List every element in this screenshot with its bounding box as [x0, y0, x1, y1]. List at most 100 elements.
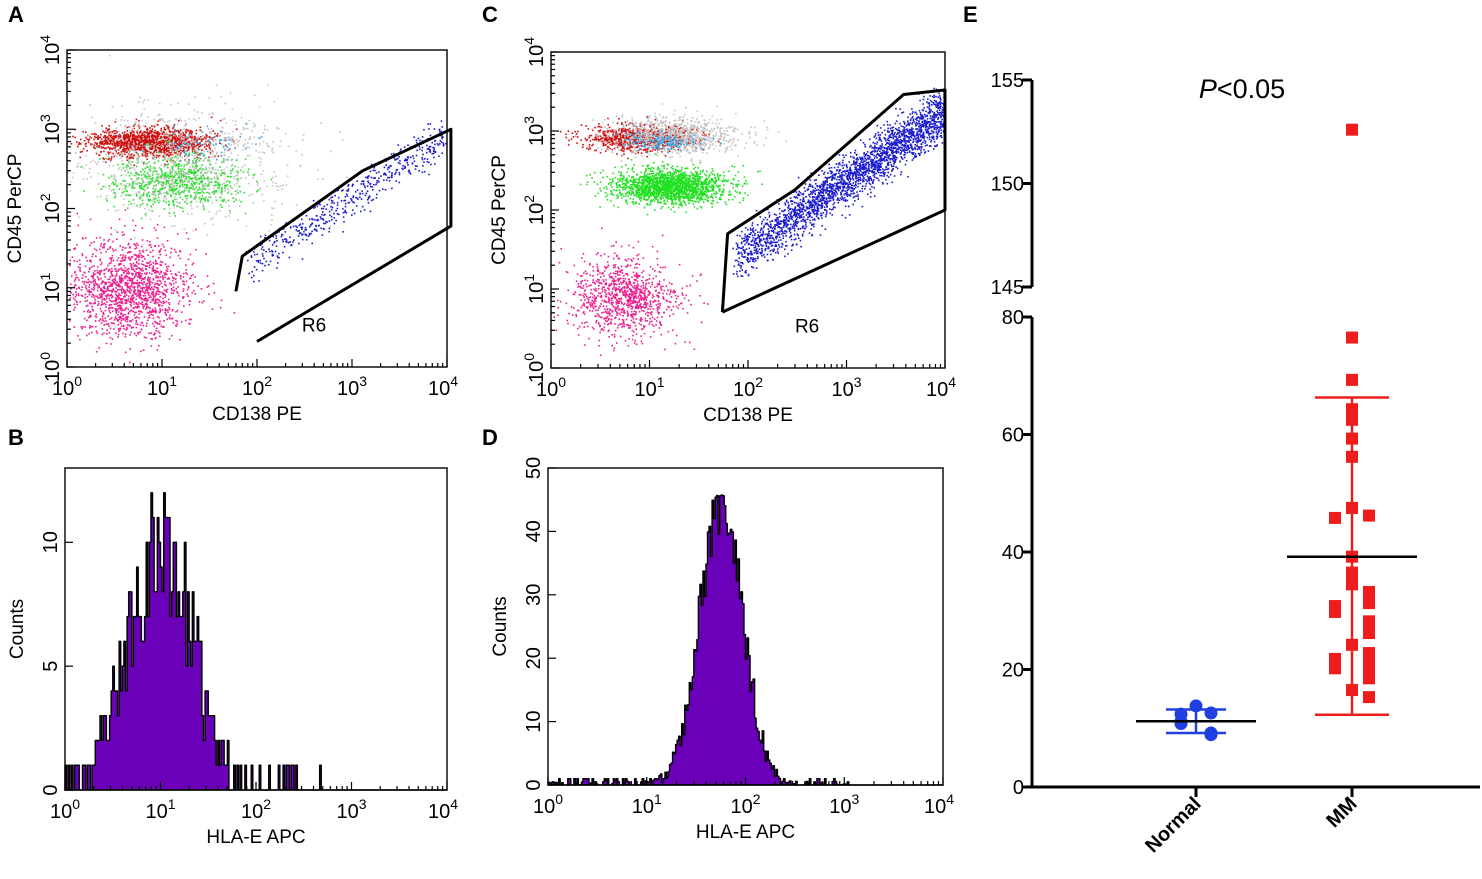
event-dot: [105, 153, 107, 156]
event-dot: [91, 295, 93, 298]
event-dot: [142, 154, 144, 157]
event-dot: [98, 154, 101, 157]
event-dot: [317, 218, 319, 221]
event-dot: [100, 243, 103, 245]
event-dot: [105, 198, 108, 200]
event-dot: [112, 250, 115, 252]
event-dot: [223, 168, 225, 171]
event-dot: [115, 309, 118, 311]
event-dot: [108, 306, 110, 309]
event-dot: [151, 282, 154, 284]
event-dot: [133, 243, 135, 245]
event-dot: [86, 178, 88, 180]
event-dot: [211, 150, 214, 152]
event-dot: [146, 158, 148, 160]
event-dot: [137, 174, 140, 177]
event-dot: [373, 183, 375, 186]
event-dot: [101, 281, 103, 284]
event-dot: [175, 142, 177, 144]
event-dot: [142, 151, 145, 154]
event-dot: [134, 282, 136, 284]
event-dot: [133, 154, 136, 157]
event-dot: [100, 289, 102, 292]
event-dot: [180, 171, 182, 173]
event-dot: [162, 138, 164, 140]
event-dot: [101, 140, 104, 143]
event-dot: [391, 187, 393, 190]
event-dot: [385, 179, 388, 181]
event-dot: [147, 312, 150, 314]
event-dot: [123, 141, 126, 144]
event-dot: [195, 163, 197, 165]
event-dot: [131, 141, 134, 143]
event-dot: [115, 284, 118, 287]
event-dot: [108, 268, 111, 271]
event-dot: [166, 125, 169, 128]
event-dot: [69, 264, 71, 267]
event-dot: [193, 177, 195, 180]
event-dot: [108, 148, 111, 151]
event-dot: [88, 332, 90, 335]
event-dot: [108, 54, 111, 57]
event-dot: [123, 233, 126, 236]
event-dot: [159, 280, 162, 283]
event-dot: [445, 142, 447, 145]
event-dot: [90, 281, 93, 284]
event-dot: [275, 235, 278, 237]
event-dot: [183, 125, 186, 128]
event-dot: [113, 137, 116, 139]
event-dot: [213, 171, 216, 174]
event-dot: [214, 180, 217, 183]
event-dot: [164, 143, 166, 145]
event-dot: [260, 158, 263, 160]
event-dot: [134, 275, 136, 278]
event-dot: [156, 223, 159, 226]
event-dot: [146, 143, 149, 145]
event-dot: [301, 218, 303, 221]
event-dot: [189, 132, 191, 135]
event-dot: [285, 239, 288, 241]
event-dot: [109, 245, 112, 248]
event-dot: [191, 138, 194, 140]
event-dot: [122, 203, 125, 206]
event-dot: [353, 201, 355, 204]
event-dot: [117, 311, 120, 313]
event-dot: [111, 254, 114, 257]
event-dot: [231, 108, 234, 110]
event-dot: [134, 142, 136, 144]
event-dot: [442, 142, 444, 144]
event-dot: [209, 164, 212, 166]
event-dot: [174, 128, 176, 131]
event-dot: [195, 150, 198, 153]
event-dot: [181, 198, 184, 201]
event-dot: [117, 320, 119, 322]
event-dot: [116, 131, 118, 133]
event-dot: [103, 239, 105, 241]
event-dot: [179, 196, 182, 199]
event-dot: [223, 139, 226, 142]
event-dot: [119, 144, 121, 147]
event-dot: [179, 257, 182, 260]
event-dot: [158, 102, 161, 105]
event-dot: [439, 140, 442, 142]
event-dot: [72, 135, 74, 138]
event-dot: [77, 165, 79, 168]
event-dot: [86, 290, 89, 292]
event-dot: [150, 131, 153, 134]
event-dot: [84, 297, 86, 299]
event-dot: [416, 165, 418, 167]
event-dot: [126, 284, 128, 287]
event-dot: [143, 131, 145, 134]
event-dot: [196, 158, 199, 160]
event-dot: [423, 158, 426, 160]
event-dot: [198, 183, 200, 185]
event-dot: [103, 285, 105, 288]
event-dot: [143, 298, 146, 300]
event-dot: [281, 202, 283, 205]
event-dot: [120, 267, 123, 270]
event-dot: [93, 146, 95, 149]
event-dot: [134, 146, 137, 148]
event-dot: [136, 195, 138, 197]
event-dot: [293, 239, 295, 241]
event-dot: [185, 199, 187, 201]
